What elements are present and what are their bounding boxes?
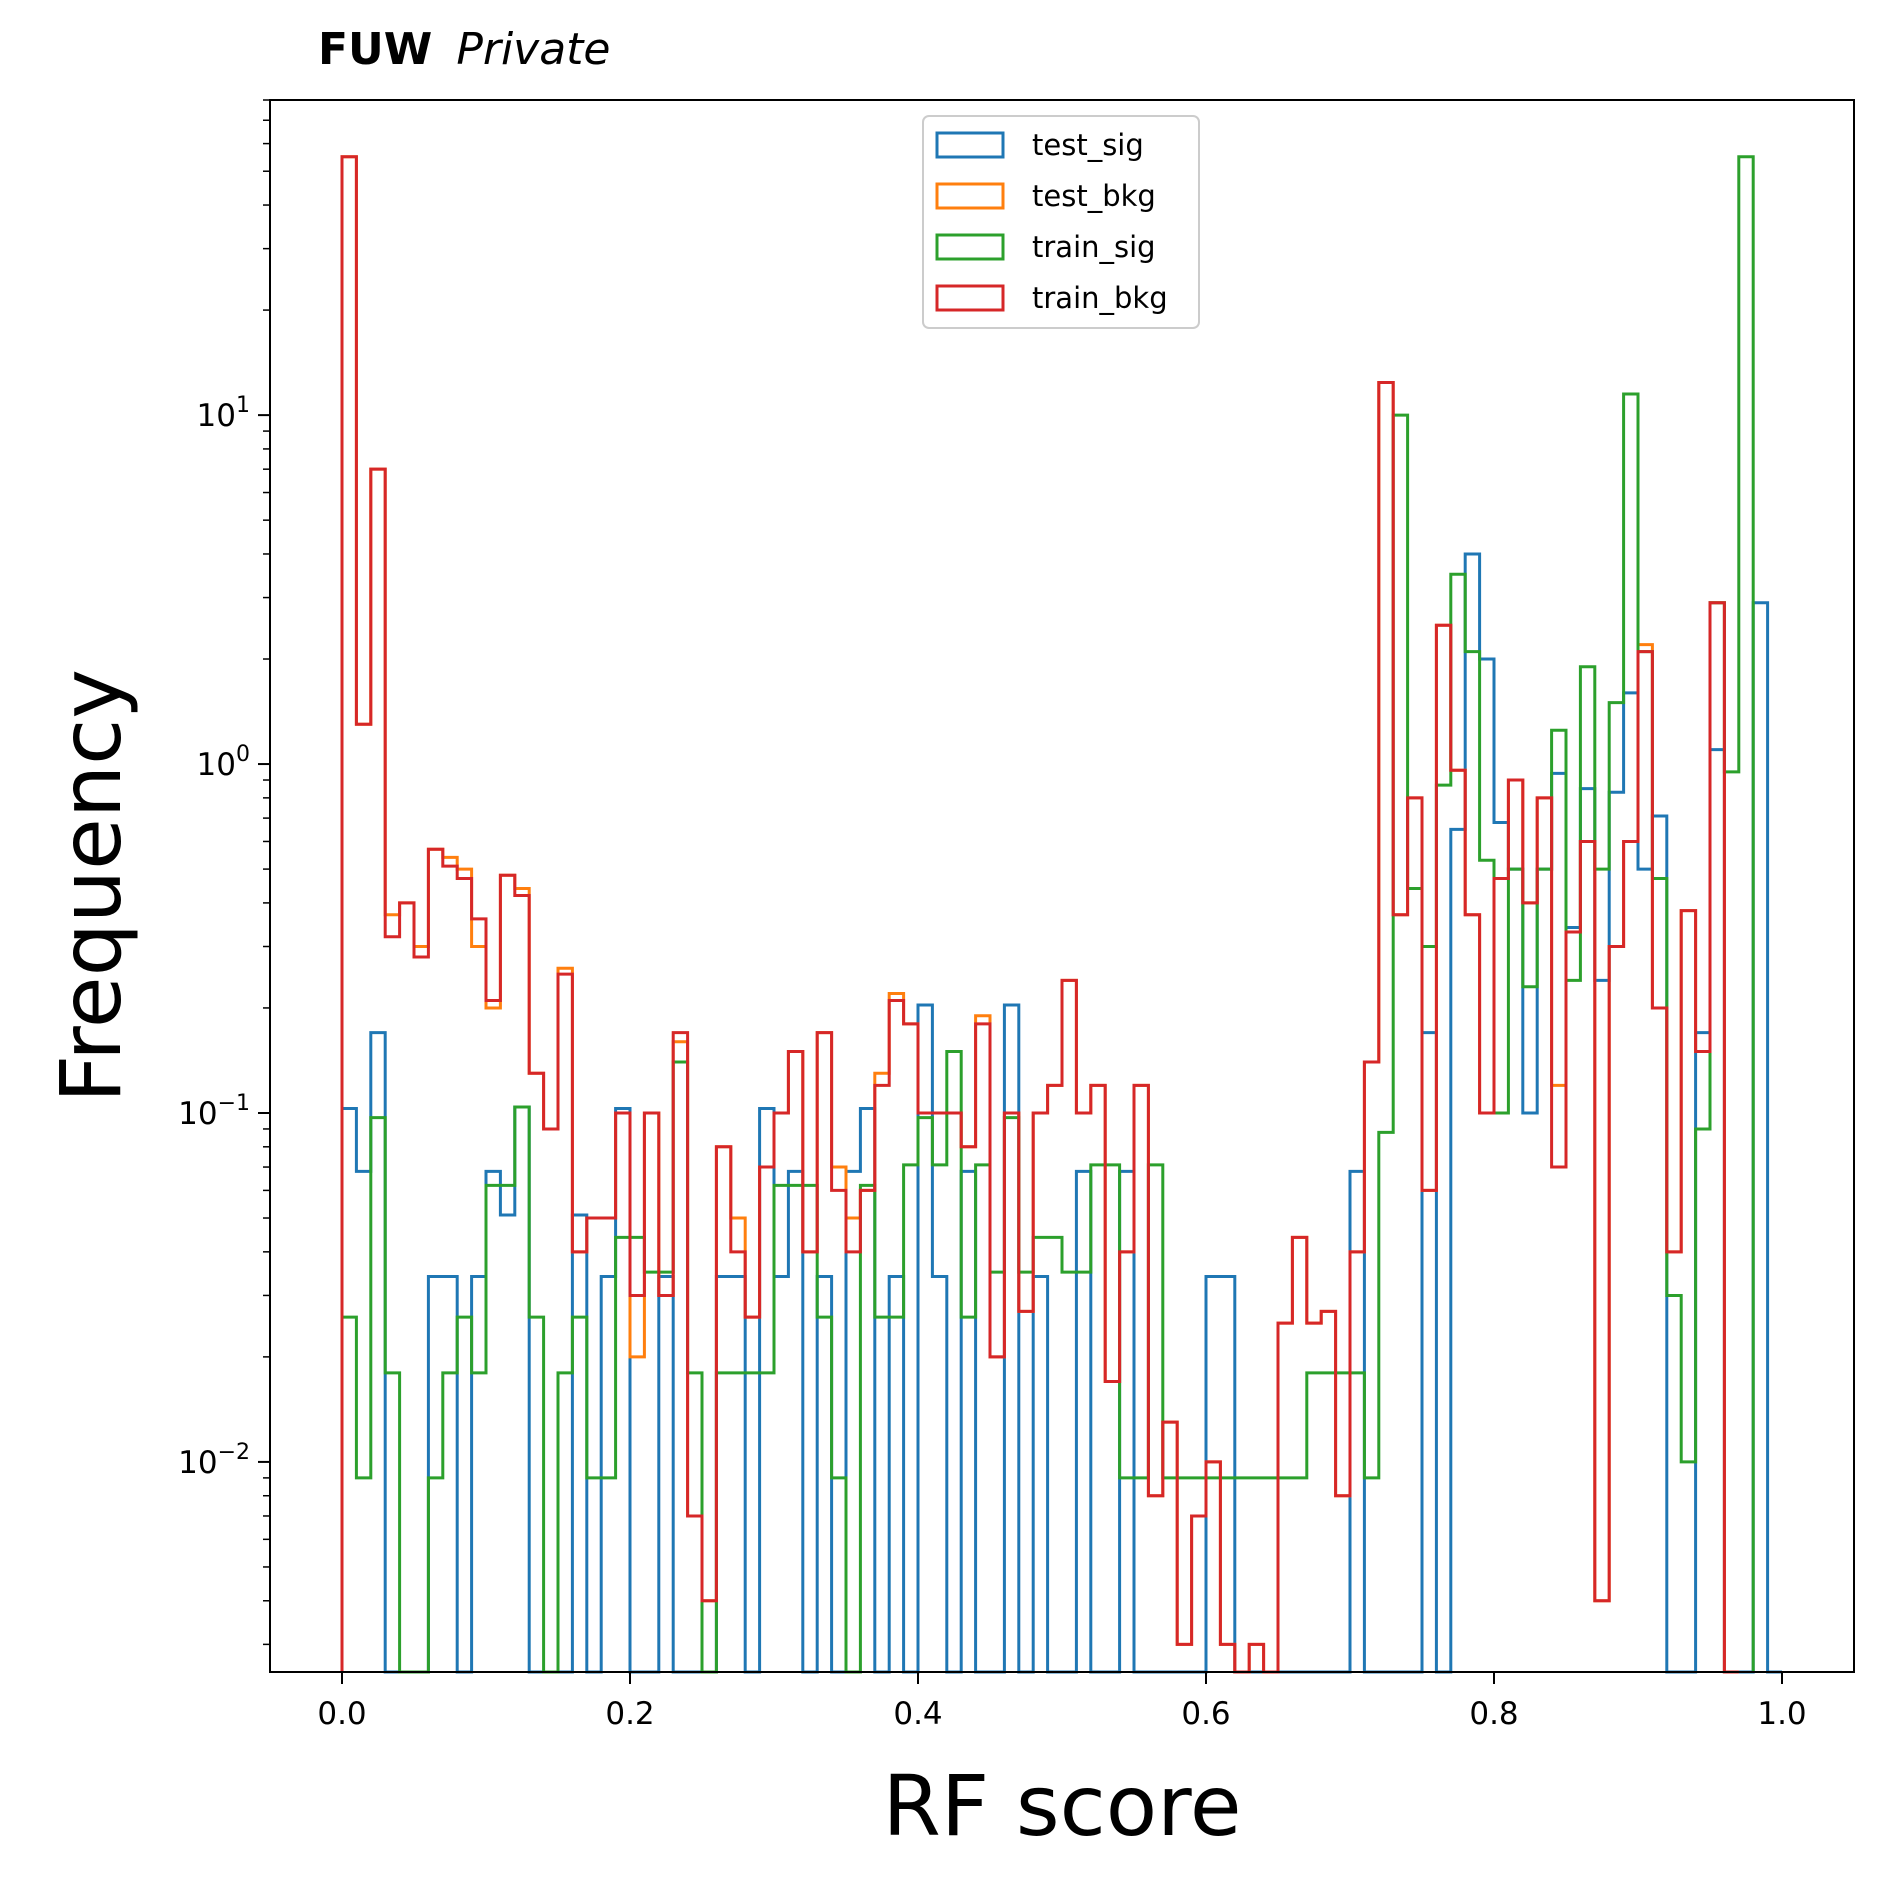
legend-swatch-train-sig <box>935 233 1005 261</box>
legend-label-train-bkg: train_bkg <box>1032 281 1168 315</box>
y-axis: 10−2 10−1 100 101 <box>178 99 270 1646</box>
legend: test_sig test_bkg train_sig train_bkg <box>922 115 1200 329</box>
x-tick-label: 1.0 <box>1757 1696 1806 1732</box>
x-tick-label: 0.2 <box>605 1696 654 1732</box>
legend-label-test-sig: test_sig <box>1032 128 1144 162</box>
legend-box <box>922 115 1200 329</box>
y-tick-label: 10−1 <box>178 1091 250 1132</box>
legend-swatch-test-sig <box>935 131 1005 159</box>
legend-swatch-test-bkg <box>935 182 1005 210</box>
x-tick-label: 0.0 <box>317 1696 366 1732</box>
x-tick-label: 0.6 <box>1181 1696 1230 1732</box>
x-tick-label: 0.4 <box>893 1696 942 1732</box>
x-tick-label: 0.8 <box>1469 1696 1518 1732</box>
header-label: FUW Private <box>318 24 611 75</box>
y-tick-label: 101 <box>197 393 250 434</box>
header-brand: FUW <box>318 24 432 75</box>
legend-label-test-bkg: test_bkg <box>1032 179 1156 213</box>
y-axis-label: Frequency <box>42 669 140 1103</box>
y-tick-label: 10−2 <box>178 1440 250 1481</box>
x-axis: 0.0 0.2 0.4 0.6 0.8 1.0 <box>317 1672 1807 1732</box>
series-train-bkg <box>340 155 1739 1674</box>
y-tick-label: 100 <box>197 742 250 783</box>
series-layer <box>340 155 1782 1674</box>
legend-swatch-train-bkg <box>935 284 1005 312</box>
legend-label-train-sig: train_sig <box>1032 230 1156 264</box>
plot-frame <box>269 99 1855 1673</box>
header-subtitle: Private <box>456 24 610 75</box>
x-axis-label: RF score <box>882 1757 1241 1855</box>
